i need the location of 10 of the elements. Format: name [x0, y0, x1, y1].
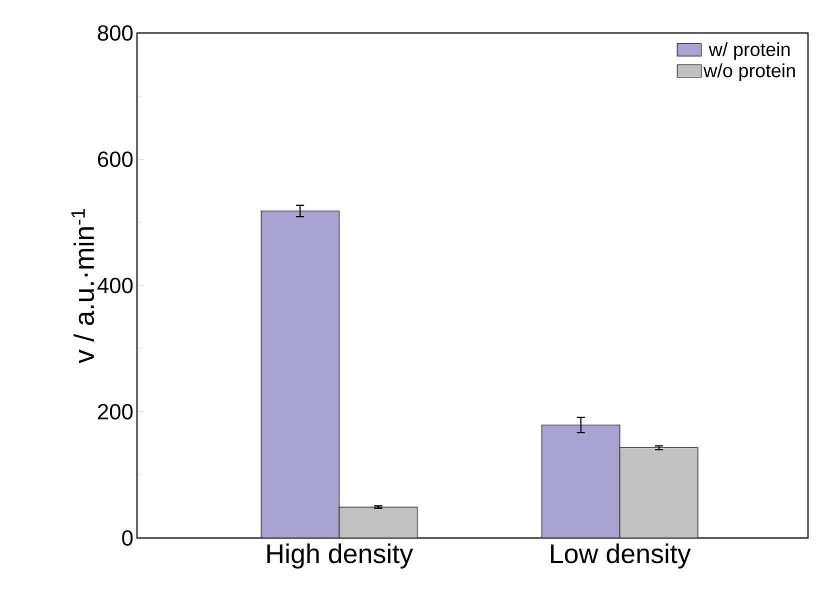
y-tick-label: 800	[98, 25, 133, 41]
legend-label: w/ protein	[708, 42, 790, 60]
y-axis-title: v / a.u.·min$^{-1}$	[71, 209, 94, 364]
y-tick-label: 200	[98, 404, 133, 420]
x-tick-label: High density	[267, 543, 414, 569]
x-tick-label: Low density	[551, 543, 691, 569]
y-tick-label: 600	[98, 151, 133, 168]
y-tick-label: 400	[97, 278, 133, 294]
legend-label: w/o protein	[703, 63, 795, 82]
y-tick-label: 0	[122, 530, 133, 546]
